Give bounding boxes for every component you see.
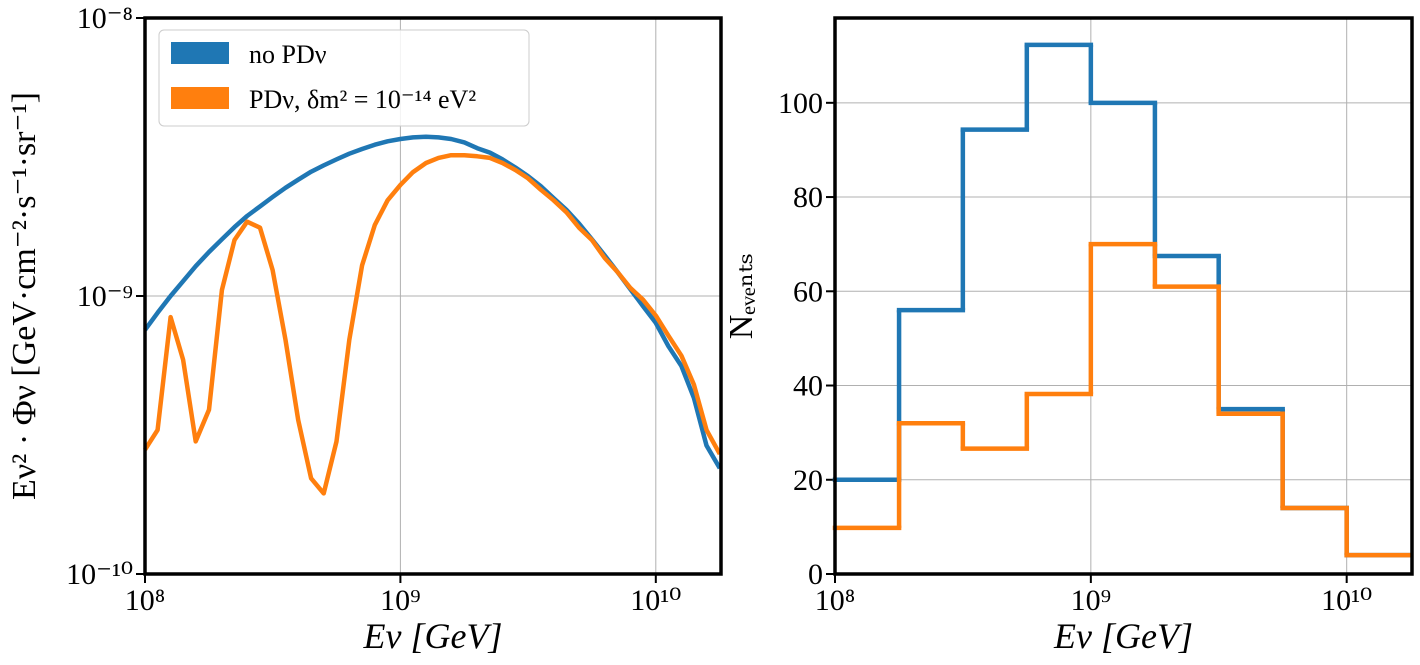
legend-label: PDν, δm² = 10⁻¹⁴ eV² — [249, 85, 476, 114]
y-tick-label: 20 — [793, 464, 823, 497]
axes-frame — [833, 16, 1414, 576]
legend-label: no PDν — [249, 40, 327, 69]
y-tick-label: 10⁻⁸ — [77, 2, 133, 35]
y-tick-label: 0 — [808, 558, 823, 591]
x-tick-label: 10⁸ — [125, 584, 165, 617]
y-tick-label: 40 — [793, 370, 823, 403]
legend-swatch — [171, 87, 229, 109]
y-tick-label: 10⁻¹⁰ — [66, 558, 133, 591]
line-series — [143, 134, 722, 470]
x-tick-label: 10⁸ — [815, 584, 855, 617]
legend: no PDν PDν, δm² = 10⁻¹⁴ eV² — [158, 29, 530, 127]
x-axis-label: Eν [GeV] — [363, 616, 503, 656]
y-axis-label: Nₑᵥₑₙₜₛ — [723, 253, 760, 340]
y-tick-label: 10⁻⁹ — [77, 280, 133, 313]
x-tick-label: 10¹⁰ — [1321, 584, 1372, 617]
x-tick-label: 10¹⁰ — [630, 584, 681, 617]
x-tick-label: 10⁹ — [1071, 584, 1111, 617]
legend-frame — [158, 29, 530, 127]
y-tick-label: 60 — [793, 275, 823, 308]
x-axis-label: Eν [GeV] — [1053, 616, 1193, 656]
line-series — [143, 152, 722, 496]
axes-frame — [143, 16, 723, 576]
x-tick-label: 10⁹ — [380, 584, 420, 617]
y-axis-label: Eν² · Φν [GeV·cm⁻²·s⁻¹·sr⁻¹] — [6, 92, 43, 500]
y-tick-label: 80 — [793, 181, 823, 214]
y-tick-label: 100 — [778, 87, 823, 120]
legend-swatch — [171, 42, 229, 64]
